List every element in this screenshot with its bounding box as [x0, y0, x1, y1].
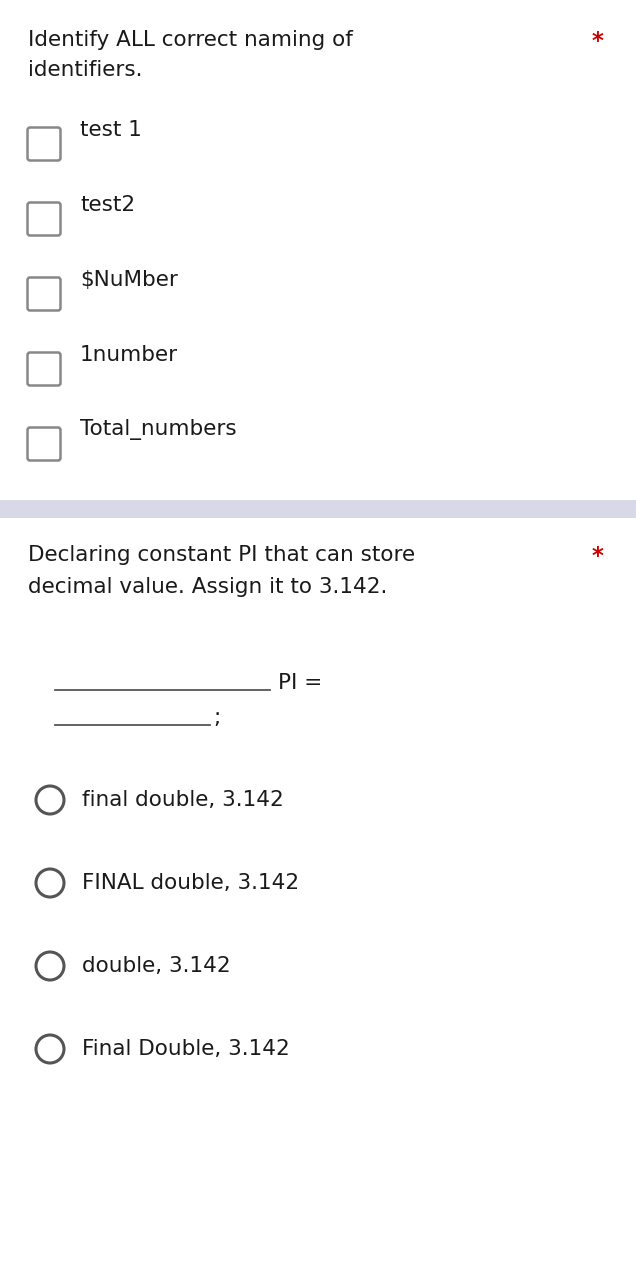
Text: decimal value. Assign it to 3.142.: decimal value. Assign it to 3.142.	[28, 577, 387, 598]
Text: *: *	[592, 545, 604, 568]
Text: final double, 3.142: final double, 3.142	[82, 790, 284, 810]
FancyBboxPatch shape	[27, 127, 60, 161]
Text: *: *	[592, 30, 604, 53]
FancyBboxPatch shape	[27, 428, 60, 460]
Text: double, 3.142: double, 3.142	[82, 956, 231, 977]
Text: $NuMber: $NuMber	[80, 270, 178, 290]
Circle shape	[36, 1034, 64, 1063]
Circle shape	[36, 952, 64, 980]
Text: Total_numbers: Total_numbers	[80, 419, 237, 441]
Text: Identify ALL correct naming of: Identify ALL correct naming of	[28, 30, 353, 50]
FancyBboxPatch shape	[27, 278, 60, 311]
Text: Final Double, 3.142: Final Double, 3.142	[82, 1040, 290, 1059]
Text: test2: test2	[80, 195, 135, 215]
Text: PI =: PI =	[278, 673, 322, 693]
Text: 1number: 1number	[80, 344, 178, 365]
Text: identifiers.: identifiers.	[28, 60, 142, 80]
Text: test 1: test 1	[80, 120, 142, 140]
Circle shape	[36, 786, 64, 813]
Text: Declaring constant PI that can store: Declaring constant PI that can store	[28, 545, 415, 565]
FancyBboxPatch shape	[0, 500, 636, 518]
Circle shape	[36, 869, 64, 897]
FancyBboxPatch shape	[27, 203, 60, 235]
FancyBboxPatch shape	[27, 352, 60, 386]
Text: FINAL double, 3.142: FINAL double, 3.142	[82, 873, 299, 893]
Text: ;: ;	[213, 708, 220, 729]
